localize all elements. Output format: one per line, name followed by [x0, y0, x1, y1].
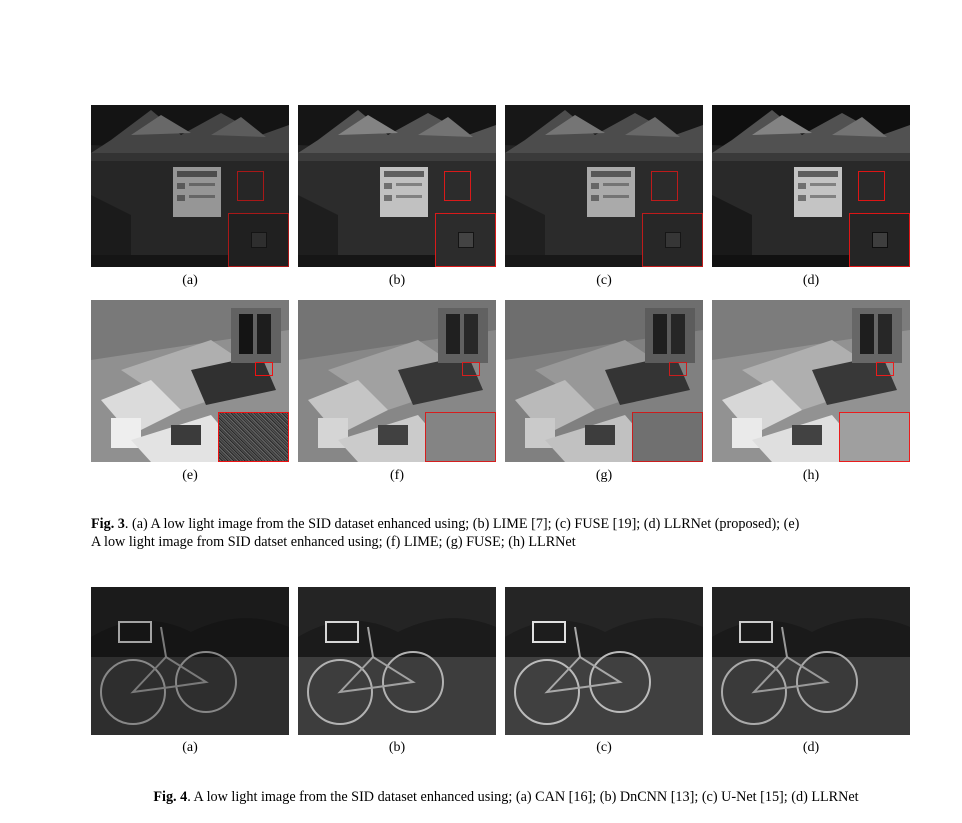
bicycle-image-b — [298, 587, 496, 735]
zoom-region-box — [876, 362, 894, 376]
fig3-label-a: (a) — [182, 273, 198, 288]
fig3-caption: Fig. 3. (a) A low light image from the S… — [91, 515, 921, 551]
dumpster-image-c — [505, 105, 703, 267]
desk-image-g — [505, 300, 703, 462]
zoom-inset — [642, 213, 703, 267]
fig4-caption: Fig. 4. A low light image from the SID d… — [91, 788, 921, 806]
desk-image-e — [91, 300, 289, 462]
fig4-panel-a — [91, 587, 289, 735]
desk-image-f — [298, 300, 496, 462]
bicycle-image-c — [505, 587, 703, 735]
fig4-label-d: (d) — [802, 740, 820, 755]
dumpster-image-a — [91, 105, 289, 267]
fig4-panel-b — [298, 587, 496, 735]
fig4-caption-label: Fig. 4 — [153, 789, 188, 805]
fig3-label-c: (c) — [596, 273, 612, 288]
zoom-region-box — [255, 362, 273, 376]
zoom-inset — [228, 213, 289, 267]
zoom-inset — [435, 213, 496, 267]
bicycle-image-d — [712, 587, 910, 735]
fig3-label-f: (f) — [390, 468, 404, 483]
zoom-inset — [218, 412, 289, 462]
fig3-label-g: (g) — [595, 468, 613, 483]
fig4-panel-c — [505, 587, 703, 735]
fig4-caption-text: . A low light image from the SID dataset… — [187, 789, 859, 805]
desk-image-h — [712, 300, 910, 462]
zoom-inset — [849, 213, 910, 267]
fig3-caption-label: Fig. 3 — [91, 516, 125, 532]
zoom-region-box — [237, 171, 264, 201]
zoom-region-box — [858, 171, 885, 201]
fig3-panel-b — [298, 105, 496, 267]
fig4-panel-d — [712, 587, 910, 735]
fig3-caption-text-2: A low light image from SID datset enhanc… — [91, 534, 576, 550]
fig3-label-d: (d) — [802, 273, 820, 288]
fig3-panel-c — [505, 105, 703, 267]
fig3-label-b: (b) — [388, 273, 406, 288]
fig3-panel-a — [91, 105, 289, 267]
fig3-panel-h — [712, 300, 910, 462]
fig3-panel-g — [505, 300, 703, 462]
zoom-region-box — [669, 362, 687, 376]
fig3-panel-d — [712, 105, 910, 267]
zoom-region-box — [651, 171, 678, 201]
zoom-region-box — [462, 362, 480, 376]
fig3-caption-text-1: . (a) A low light image from the SID dat… — [124, 516, 800, 532]
fig4-label-b: (b) — [388, 740, 406, 755]
zoom-inset — [425, 412, 496, 462]
zoom-inset — [632, 412, 703, 462]
fig3-panel-e — [91, 300, 289, 462]
bicycle-image-a — [91, 587, 289, 735]
fig4-label-c: (c) — [596, 740, 612, 755]
dumpster-image-b — [298, 105, 496, 267]
zoom-inset — [839, 412, 910, 462]
fig3-label-e: (e) — [182, 468, 198, 483]
fig3-label-h: (h) — [802, 468, 820, 483]
fig4-label-a: (a) — [182, 740, 198, 755]
zoom-region-box — [444, 171, 471, 201]
dumpster-image-d — [712, 105, 910, 267]
fig3-panel-f — [298, 300, 496, 462]
